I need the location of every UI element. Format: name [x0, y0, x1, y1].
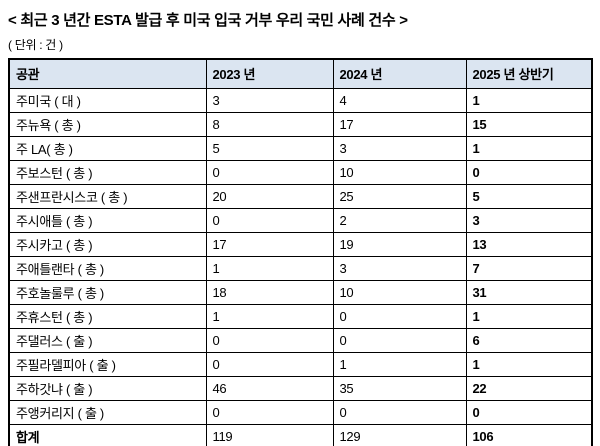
- count-cell: 35: [332, 375, 467, 401]
- table-header: 공관 2023 년 2024 년 2025 년 상반기: [8, 58, 593, 89]
- count-cell: 0: [465, 159, 593, 185]
- count-cell: 20: [205, 183, 334, 209]
- count-cell: 0: [332, 399, 467, 425]
- consulate-label: 주미국 ( 대 ): [8, 87, 207, 113]
- page-title: < 최근 3 년간 ESTA 발급 후 미국 입국 거부 우리 국민 사례 건수…: [8, 12, 408, 29]
- count-cell: 0: [205, 351, 334, 377]
- count-cell: 0: [205, 327, 334, 353]
- table-row: 주 LA( 총 ) 5 3 1: [8, 135, 593, 161]
- header-cell-2024: 2024 년: [332, 58, 467, 89]
- consulate-label: 주보스턴 ( 총 ): [8, 159, 207, 185]
- count-cell: 5: [205, 135, 334, 161]
- esta-denial-table: 공관 2023 년 2024 년 2025 년 상반기 주미국 ( 대 ) 3 4 1…: [8, 58, 593, 446]
- consulate-label: 주샌프란시스코 ( 총 ): [8, 183, 207, 209]
- count-cell: 0: [332, 303, 467, 329]
- count-cell: 0: [205, 207, 334, 233]
- consulate-label: 주애틀랜타 ( 총 ): [8, 255, 207, 281]
- count-cell: 1: [465, 87, 593, 113]
- count-cell: 17: [205, 231, 334, 257]
- table-row: 주하갓냐 ( 출 ) 46 35 22: [8, 375, 593, 401]
- header-cell-consulate: 공관: [8, 58, 207, 89]
- count-cell: 1: [332, 351, 467, 377]
- table-row: 주뉴욕 ( 총 ) 8 17 15: [8, 111, 593, 137]
- consulate-label: 합계: [8, 423, 207, 446]
- count-cell: 22: [465, 375, 593, 401]
- count-cell: 5: [465, 183, 593, 209]
- header-cell-2023: 2023 년: [205, 58, 334, 89]
- count-cell: 1: [465, 135, 593, 161]
- table-row: 주필라델피아 ( 출 ) 0 1 1: [8, 351, 593, 377]
- count-cell: 1: [465, 351, 593, 377]
- table-row: 주호놀룰루 ( 총 ) 18 10 31: [8, 279, 593, 305]
- count-cell: 8: [205, 111, 334, 137]
- count-cell: 1: [205, 255, 334, 281]
- consulate-label: 주시카고 ( 총 ): [8, 231, 207, 257]
- consulate-label: 주 LA( 총 ): [8, 135, 207, 161]
- count-cell: 119: [205, 423, 334, 446]
- total-row: 합계 119 129 106: [8, 423, 593, 446]
- count-cell: 31: [465, 279, 593, 305]
- count-cell: 3: [332, 255, 467, 281]
- count-cell: 3: [332, 135, 467, 161]
- table-body: 주미국 ( 대 ) 3 4 1 주뉴욕 ( 총 ) 8 17 15 주 LA( 총 ) 5 3 1 주보…: [8, 87, 593, 446]
- count-cell: 7: [465, 255, 593, 281]
- count-cell: 2: [332, 207, 467, 233]
- table-row: 주샌프란시스코 ( 총 ) 20 25 5: [8, 183, 593, 209]
- count-cell: 129: [332, 423, 467, 446]
- count-cell: 0: [465, 399, 593, 425]
- count-cell: 0: [205, 399, 334, 425]
- consulate-label: 주시애틀 ( 총 ): [8, 207, 207, 233]
- consulate-label: 주필라델피아 ( 출 ): [8, 351, 207, 377]
- count-cell: 0: [205, 159, 334, 185]
- count-cell: 0: [332, 327, 467, 353]
- count-cell: 46: [205, 375, 334, 401]
- count-cell: 3: [465, 207, 593, 233]
- count-cell: 10: [332, 159, 467, 185]
- table-row: 주휴스턴 ( 총 ) 1 0 1: [8, 303, 593, 329]
- count-cell: 19: [332, 231, 467, 257]
- consulate-label: 주하갓냐 ( 출 ): [8, 375, 207, 401]
- count-cell: 1: [465, 303, 593, 329]
- count-cell: 25: [332, 183, 467, 209]
- count-cell: 15: [465, 111, 593, 137]
- consulate-label: 주뉴욕 ( 총 ): [8, 111, 207, 137]
- table-row: 주애틀랜타 ( 총 ) 1 3 7: [8, 255, 593, 281]
- count-cell: 18: [205, 279, 334, 305]
- count-cell: 10: [332, 279, 467, 305]
- count-cell: 6: [465, 327, 593, 353]
- count-cell: 13: [465, 231, 593, 257]
- consulate-label: 주호놀룰루 ( 총 ): [8, 279, 207, 305]
- count-cell: 106: [465, 423, 593, 446]
- count-cell: 3: [205, 87, 334, 113]
- table-row: 주댈러스 ( 출 ) 0 0 6: [8, 327, 593, 353]
- count-cell: 4: [332, 87, 467, 113]
- table-row: 주시카고 ( 총 ) 17 19 13: [8, 231, 593, 257]
- header-cell-2025h1: 2025 년 상반기: [465, 58, 593, 89]
- count-cell: 1: [205, 303, 334, 329]
- count-cell: 17: [332, 111, 467, 137]
- table-row: 주미국 ( 대 ) 3 4 1: [8, 87, 593, 113]
- unit-note: ( 단위 : 건 ): [8, 38, 63, 52]
- table-row: 주시애틀 ( 총 ) 0 2 3: [8, 207, 593, 233]
- header-row: 공관 2023 년 2024 년 2025 년 상반기: [8, 58, 593, 89]
- consulate-label: 주댈러스 ( 출 ): [8, 327, 207, 353]
- table-row: 주보스턴 ( 총 ) 0 10 0: [8, 159, 593, 185]
- consulate-label: 주앵커리지 ( 출 ): [8, 399, 207, 425]
- table-row: 주앵커리지 ( 출 ) 0 0 0: [8, 399, 593, 425]
- consulate-label: 주휴스턴 ( 총 ): [8, 303, 207, 329]
